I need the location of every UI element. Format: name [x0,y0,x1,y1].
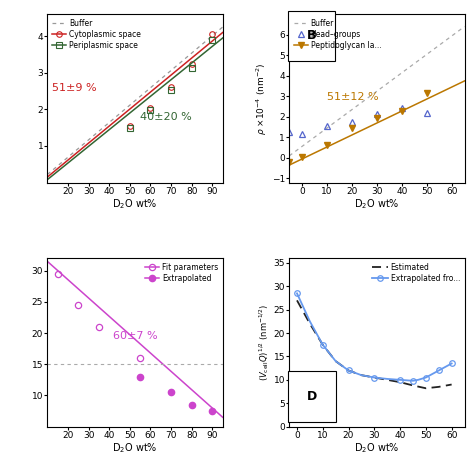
X-axis label: D$_2$O wt%: D$_2$O wt% [112,441,158,455]
X-axis label: D$_2$O wt%: D$_2$O wt% [354,441,400,455]
Text: D: D [307,390,317,403]
Text: B: B [307,29,316,42]
X-axis label: D$_2$O wt%: D$_2$O wt% [354,197,400,211]
Legend: Buffer, Cytoplasmic space, Periplasmic space: Buffer, Cytoplasmic space, Periplasmic s… [51,18,141,50]
Text: 51±12 %: 51±12 % [327,92,378,102]
Text: 51±9 %: 51±9 % [52,83,96,93]
Legend: Buffer, Head–groups, Peptidoglycan la...: Buffer, Head–groups, Peptidoglycan la... [293,18,382,50]
X-axis label: D$_2$O wt%: D$_2$O wt% [112,197,158,211]
Text: 40±20 %: 40±20 % [140,112,192,122]
Text: 60±7 %: 60±7 % [113,331,158,341]
Y-axis label: $\rho$ ×10$^{-4}$ (nm$^{-2}$): $\rho$ ×10$^{-4}$ (nm$^{-2}$) [255,62,269,135]
Legend: Estimated, Extrapolated fro...: Estimated, Extrapolated fro... [372,262,461,283]
Y-axis label: $(V_\mathrm{cell}Q)^{1/2}$ (nm$^{-1/2}$): $(V_\mathrm{cell}Q)^{1/2}$ (nm$^{-1/2}$) [257,304,271,381]
Legend: Fit parameters, Extrapolated: Fit parameters, Extrapolated [144,262,219,283]
